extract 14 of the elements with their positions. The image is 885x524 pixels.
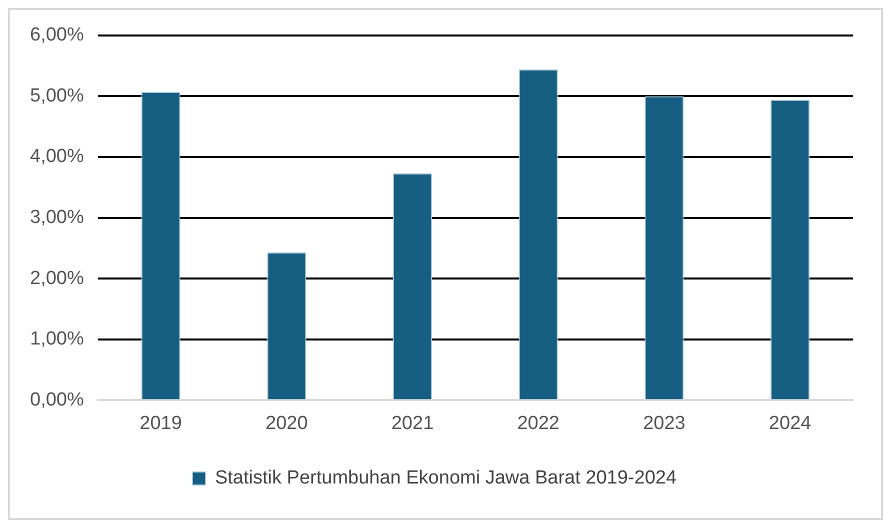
y-tick-label: 5,00%	[30, 85, 84, 106]
y-tick-label: 3,00%	[30, 207, 84, 228]
x-tick-label: 2022	[517, 412, 560, 434]
y-tick-label: 6,00%	[30, 24, 84, 46]
y-tick-label: 4,00%	[30, 146, 84, 168]
x-tick-label: 2021	[391, 412, 434, 434]
y-tick-label: 1,00%	[30, 328, 84, 350]
x-tick-label: 2019	[140, 412, 182, 434]
x-tick-label: 2020	[266, 412, 308, 434]
x-tick-label: 2024	[768, 412, 812, 434]
x-tick-label: 2023	[643, 412, 686, 434]
legend-label: Statistik Pertumbuhan Ekonomi Jawa Barat 2019-2024	[214, 468, 677, 489]
y-tick-label: 0,00%	[30, 389, 84, 410]
y-tick-label: 2,00%	[30, 268, 84, 289]
